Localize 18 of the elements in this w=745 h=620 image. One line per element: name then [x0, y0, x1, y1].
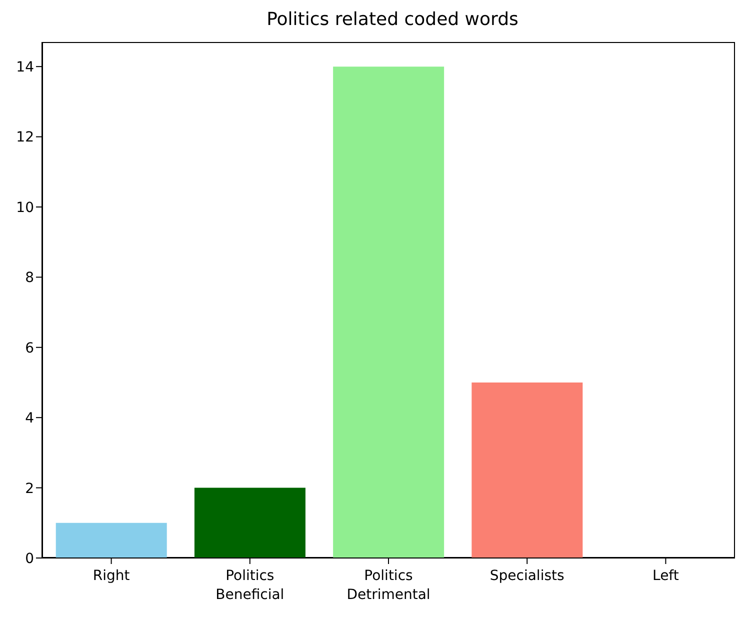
y-tick-label: 2: [25, 480, 34, 497]
bar: [472, 382, 583, 558]
y-tick-label: 12: [16, 130, 34, 146]
y-tick-label: 14: [16, 60, 34, 76]
x-tick-label: Specialists: [490, 568, 564, 584]
bar: [194, 488, 306, 558]
x-tick-label: Politics Detrimental: [346, 568, 430, 603]
chart-title: Politics related coded words: [266, 8, 520, 32]
y-tick-label: 10: [16, 200, 34, 216]
y-tick-label: 6: [25, 340, 34, 356]
x-tick-label: Right: [92, 568, 130, 584]
y-tick-label: 0: [25, 550, 34, 567]
x-tick-label: Politics Beneficial: [216, 568, 284, 603]
bar: [56, 522, 167, 558]
bar: [333, 66, 444, 558]
x-tick-label: Left: [652, 568, 680, 584]
y-tick-label: 4: [25, 410, 34, 427]
y-tick-label: 8: [25, 270, 34, 286]
